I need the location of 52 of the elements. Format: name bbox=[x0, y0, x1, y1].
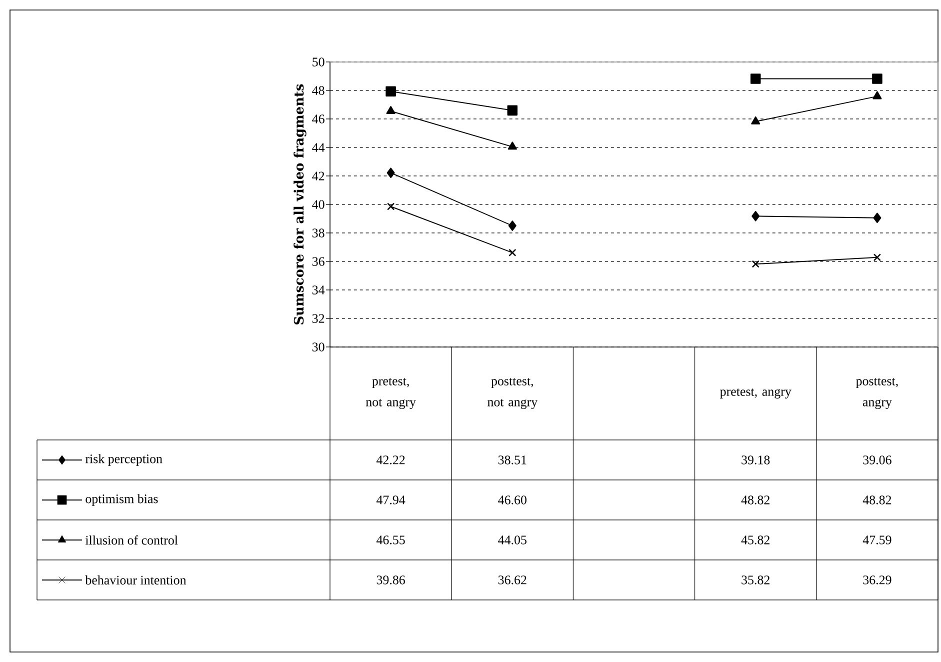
data-label: 47.59 bbox=[862, 536, 892, 544]
data-label: 39.06 bbox=[863, 456, 892, 464]
point bbox=[873, 254, 882, 262]
x-tick-label: posttest, angry bbox=[856, 378, 898, 409]
data-label: 42.22 bbox=[376, 456, 405, 464]
y-tick-label: 44 bbox=[312, 143, 325, 152]
y-tick-label: 34 bbox=[312, 286, 325, 294]
y-tick-label: 32 bbox=[312, 314, 324, 323]
point bbox=[872, 91, 882, 100]
legend-label: behaviour intention bbox=[85, 575, 186, 585]
point bbox=[752, 211, 760, 222]
data-label: 36.29 bbox=[863, 576, 892, 584]
y-tick-label: 42 bbox=[312, 172, 324, 180]
data-label: 48.82 bbox=[862, 496, 892, 504]
point bbox=[873, 212, 882, 224]
y-tick-label: 48 bbox=[312, 86, 324, 95]
x-tick-label: posttest, not angry bbox=[488, 378, 538, 409]
data-label: 36.62 bbox=[498, 576, 526, 584]
x-tick-label: pretest, not angry bbox=[366, 378, 416, 409]
point bbox=[507, 105, 518, 116]
point bbox=[508, 142, 517, 150]
point bbox=[872, 74, 882, 84]
legend-label: illusion of control bbox=[85, 535, 178, 545]
y-tick-label: 46 bbox=[312, 114, 324, 124]
data-label: 38.51 bbox=[498, 456, 526, 464]
data-label: 46.55 bbox=[376, 536, 405, 544]
data-label: 45.82 bbox=[741, 536, 770, 544]
point bbox=[386, 168, 395, 178]
point bbox=[751, 116, 760, 124]
data-label: 39.18 bbox=[742, 456, 770, 464]
point bbox=[508, 220, 516, 231]
point bbox=[508, 248, 516, 256]
point bbox=[386, 202, 395, 210]
x-tick-label: pretest, angry bbox=[720, 388, 792, 399]
legend-label: risk perception bbox=[85, 454, 162, 466]
data-label: 35.82 bbox=[742, 576, 770, 584]
legend-label: optimism bias bbox=[86, 494, 158, 506]
data-label: 46.60 bbox=[498, 496, 526, 504]
data-label: 39.86 bbox=[376, 576, 405, 584]
data-label: 44.05 bbox=[498, 536, 526, 544]
y-tick-label: 36 bbox=[312, 257, 324, 266]
data-label: 48.82 bbox=[741, 496, 770, 504]
y-tick-label: 30 bbox=[312, 342, 324, 352]
point bbox=[386, 86, 396, 96]
y-tick-label: 50 bbox=[312, 58, 324, 66]
point bbox=[752, 260, 760, 268]
y-tick-label: 38 bbox=[312, 228, 324, 238]
point bbox=[750, 74, 761, 84]
point bbox=[386, 106, 396, 114]
y-axis-title: Sumscore for all video fragments bbox=[294, 84, 306, 324]
y-tick-label: 40 bbox=[312, 200, 324, 209]
data-label: 47.94 bbox=[376, 496, 406, 504]
